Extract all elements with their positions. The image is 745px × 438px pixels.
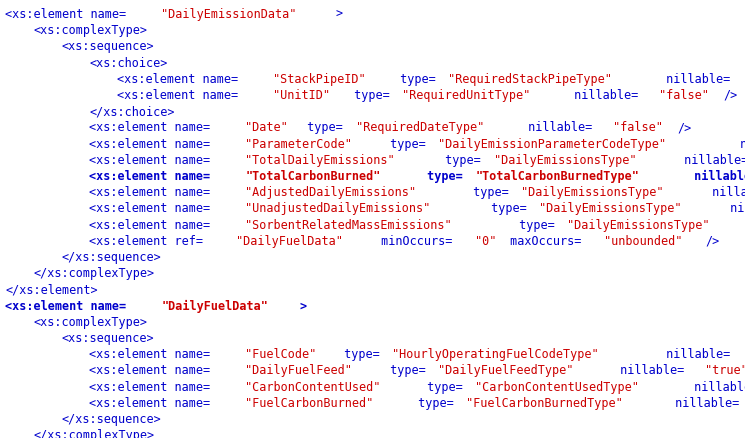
Text: "FuelCarbonBurned": "FuelCarbonBurned"	[245, 396, 373, 409]
Text: type=: type=	[484, 202, 527, 215]
Text: <xs:choice>: <xs:choice>	[89, 57, 168, 70]
Text: <xs:element name=: <xs:element name=	[89, 347, 210, 360]
Text: nillable=: nillable=	[659, 347, 730, 360]
Text: "RequiredUnitType": "RequiredUnitType"	[402, 89, 530, 102]
Text: <xs:element name=: <xs:element name=	[89, 218, 210, 231]
Text: nillable=: nillable=	[677, 153, 745, 166]
Text: nillable=: nillable=	[668, 396, 740, 409]
Text: <xs:element name=: <xs:element name=	[5, 8, 126, 21]
Text: </xs:choice>: </xs:choice>	[89, 105, 174, 118]
Text: <xs:element name=: <xs:element name=	[5, 299, 126, 312]
Text: type=: type=	[393, 73, 436, 85]
Text: maxOccurs=: maxOccurs=	[503, 234, 581, 247]
Text: <xs:complexType>: <xs:complexType>	[33, 315, 147, 328]
Text: "DailyFuelFeed": "DailyFuelFeed"	[245, 364, 352, 377]
Text: nillable=: nillable=	[687, 170, 745, 183]
Text: "TotalCarbonBurnedType": "TotalCarbonBurnedType"	[475, 170, 639, 183]
Text: <xs:element name=: <xs:element name=	[89, 137, 210, 150]
Text: "FuelCode": "FuelCode"	[245, 347, 317, 360]
Text: "FuelCarbonBurnedType": "FuelCarbonBurnedType"	[466, 396, 623, 409]
Text: </xs:sequence>: </xs:sequence>	[61, 251, 161, 263]
Text: type=: type=	[300, 121, 343, 134]
Text: >: >	[299, 299, 306, 312]
Text: <xs:element name=: <xs:element name=	[89, 153, 210, 166]
Text: type=: type=	[383, 137, 426, 150]
Text: nillable=: nillable=	[723, 202, 745, 215]
Text: type=: type=	[466, 186, 509, 199]
Text: <xs:element name=: <xs:element name=	[89, 121, 210, 134]
Text: "DailyFuelData": "DailyFuelData"	[236, 234, 343, 247]
Text: type=: type=	[337, 347, 380, 360]
Text: >: >	[336, 8, 343, 21]
Text: "unbounded": "unbounded"	[604, 234, 682, 247]
Text: </xs:complexType>: </xs:complexType>	[33, 267, 154, 279]
Text: "SorbentRelatedMassEmissions": "SorbentRelatedMassEmissions"	[245, 218, 452, 231]
Text: "false": "false"	[613, 121, 663, 134]
Text: <xs:element name=: <xs:element name=	[117, 89, 238, 102]
Text: "RequiredDateType": "RequiredDateType"	[355, 121, 484, 134]
Text: "CarbonContentUsed": "CarbonContentUsed"	[245, 380, 381, 393]
Text: "UnitID": "UnitID"	[273, 89, 330, 102]
Text: "0": "0"	[475, 234, 496, 247]
Text: nillable=: nillable=	[687, 380, 745, 393]
Text: nillable=: nillable=	[659, 73, 731, 85]
Text: type=: type=	[512, 218, 555, 231]
Text: </xs:complexType>: </xs:complexType>	[33, 428, 154, 438]
Text: "Date": "Date"	[245, 121, 288, 134]
Text: "DailyEmissionsType": "DailyEmissionsType"	[493, 153, 636, 166]
Text: type=: type=	[438, 153, 481, 166]
Text: nillable=: nillable=	[732, 137, 745, 150]
Text: "UnadjustedDailyEmissions": "UnadjustedDailyEmissions"	[245, 202, 431, 215]
Text: "ParameterCode": "ParameterCode"	[245, 137, 352, 150]
Text: "false": "false"	[659, 89, 709, 102]
Text: "AdjustedDailyEmissions": "AdjustedDailyEmissions"	[245, 186, 416, 199]
Text: "DailyFuelData": "DailyFuelData"	[161, 299, 268, 312]
Text: </xs:sequence>: </xs:sequence>	[61, 412, 161, 425]
Text: nillable=: nillable=	[705, 186, 745, 199]
Text: <xs:element name=: <xs:element name=	[89, 396, 210, 409]
Text: type=: type=	[410, 396, 454, 409]
Text: "TotalDailyEmissions": "TotalDailyEmissions"	[245, 153, 395, 166]
Text: />: />	[705, 234, 719, 247]
Text: type=: type=	[420, 380, 463, 393]
Text: <xs:element ref=: <xs:element ref=	[89, 234, 203, 247]
Text: <xs:element name=: <xs:element name=	[89, 380, 210, 393]
Text: "DailyFuelFeedType": "DailyFuelFeedType"	[438, 364, 574, 377]
Text: minOccurs=: minOccurs=	[374, 234, 452, 247]
Text: "RequiredStackPipeType": "RequiredStackPipeType"	[448, 73, 612, 85]
Text: "StackPipeID": "StackPipeID"	[273, 73, 366, 85]
Text: "true": "true"	[705, 364, 745, 377]
Text: "CarbonContentUsedType": "CarbonContentUsedType"	[475, 380, 639, 393]
Text: <xs:element name=: <xs:element name=	[117, 73, 238, 85]
Text: nillable=: nillable=	[568, 89, 638, 102]
Text: />: />	[724, 89, 738, 102]
Text: <xs:element name=: <xs:element name=	[89, 202, 210, 215]
Text: <xs:complexType>: <xs:complexType>	[33, 24, 147, 37]
Text: <xs:element name=: <xs:element name=	[89, 186, 210, 199]
Text: </xs:element>: </xs:element>	[5, 283, 98, 296]
Text: nillable=: nillable=	[613, 364, 684, 377]
Text: <xs:element name=: <xs:element name=	[89, 170, 210, 183]
Text: type=: type=	[383, 364, 426, 377]
Text: type=: type=	[420, 170, 463, 183]
Text: "DailyEmissionsType": "DailyEmissionsType"	[521, 186, 664, 199]
Text: "TotalCarbonBurned": "TotalCarbonBurned"	[245, 170, 381, 183]
Text: type=: type=	[347, 89, 390, 102]
Text: />: />	[677, 121, 691, 134]
Text: nillable=: nillable=	[521, 121, 592, 134]
Text: "DailyEmissionParameterCodeType": "DailyEmissionParameterCodeType"	[438, 137, 666, 150]
Text: <xs:sequence>: <xs:sequence>	[61, 331, 153, 344]
Text: "DailyEmissionData": "DailyEmissionData"	[161, 8, 297, 21]
Text: <xs:sequence>: <xs:sequence>	[61, 40, 153, 53]
Text: <xs:element name=: <xs:element name=	[89, 364, 210, 377]
Text: "HourlyOperatingFuelCodeType": "HourlyOperatingFuelCodeType"	[393, 347, 599, 360]
Text: "DailyEmissionsType": "DailyEmissionsType"	[539, 202, 682, 215]
Text: "DailyEmissionsType": "DailyEmissionsType"	[567, 218, 709, 231]
